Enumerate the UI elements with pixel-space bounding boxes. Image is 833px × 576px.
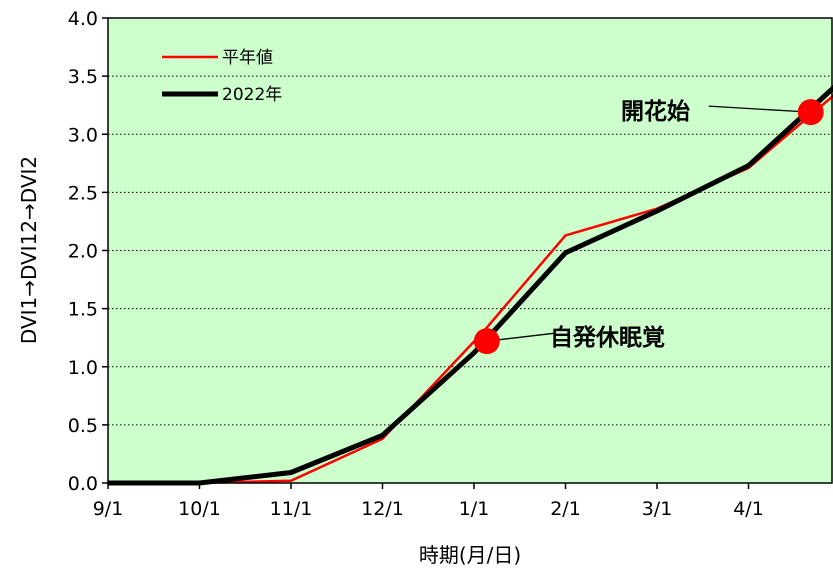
legend-label: 平年値 xyxy=(222,48,273,68)
x-axis-ticks: 9/1 10/1 11/1 12/1 1/1 2/1 3/1 4/1 xyxy=(93,483,764,520)
annotation-leader xyxy=(708,105,811,113)
x-tick-label: 9/1 xyxy=(93,498,124,520)
x-tick-label: 10/1 xyxy=(178,498,221,520)
annotation-marker xyxy=(473,328,500,355)
y-tick-label: 0.0 xyxy=(68,473,98,495)
legend-label: 2022年 xyxy=(222,85,282,105)
y-axis-ticks: 0.0 0.5 1.0 1.5 2.0 2.5 3.0 3.5 4.0 xyxy=(68,8,108,495)
y-tick-label: 1.0 xyxy=(68,357,98,379)
x-tick-label: 3/1 xyxy=(642,498,673,520)
annotation-label: 自発休眠覚 xyxy=(550,324,665,351)
x-tick-label: 4/1 xyxy=(733,498,764,520)
x-tick-label: 2/1 xyxy=(550,498,581,520)
y-tick-label: 3.0 xyxy=(68,124,98,146)
annotation-label: 開花始 xyxy=(621,98,690,125)
x-tick-label: 12/1 xyxy=(361,498,404,520)
y-tick-label: 1.5 xyxy=(68,299,98,321)
x-tick-label: 11/1 xyxy=(270,498,313,520)
y-tick-label: 2.5 xyxy=(68,182,98,204)
annotation-marker xyxy=(797,99,824,126)
series-line xyxy=(108,84,833,486)
y-tick-label: 4.0 xyxy=(68,8,98,30)
legend: 平年値 2022年 xyxy=(162,48,282,105)
annotations: 自発休眠覚 開花始 xyxy=(473,98,824,355)
x-tick-label: 1/1 xyxy=(459,498,490,520)
x-axis-title: 時期(月/日) xyxy=(419,543,521,567)
grid-lines xyxy=(108,75,832,426)
y-tick-label: 2.0 xyxy=(68,241,98,263)
y-tick-label: 3.5 xyxy=(68,66,98,88)
y-axis-title: DVI1→DVI12→DVI2 xyxy=(17,156,41,344)
y-tick-label: 0.5 xyxy=(68,415,98,437)
